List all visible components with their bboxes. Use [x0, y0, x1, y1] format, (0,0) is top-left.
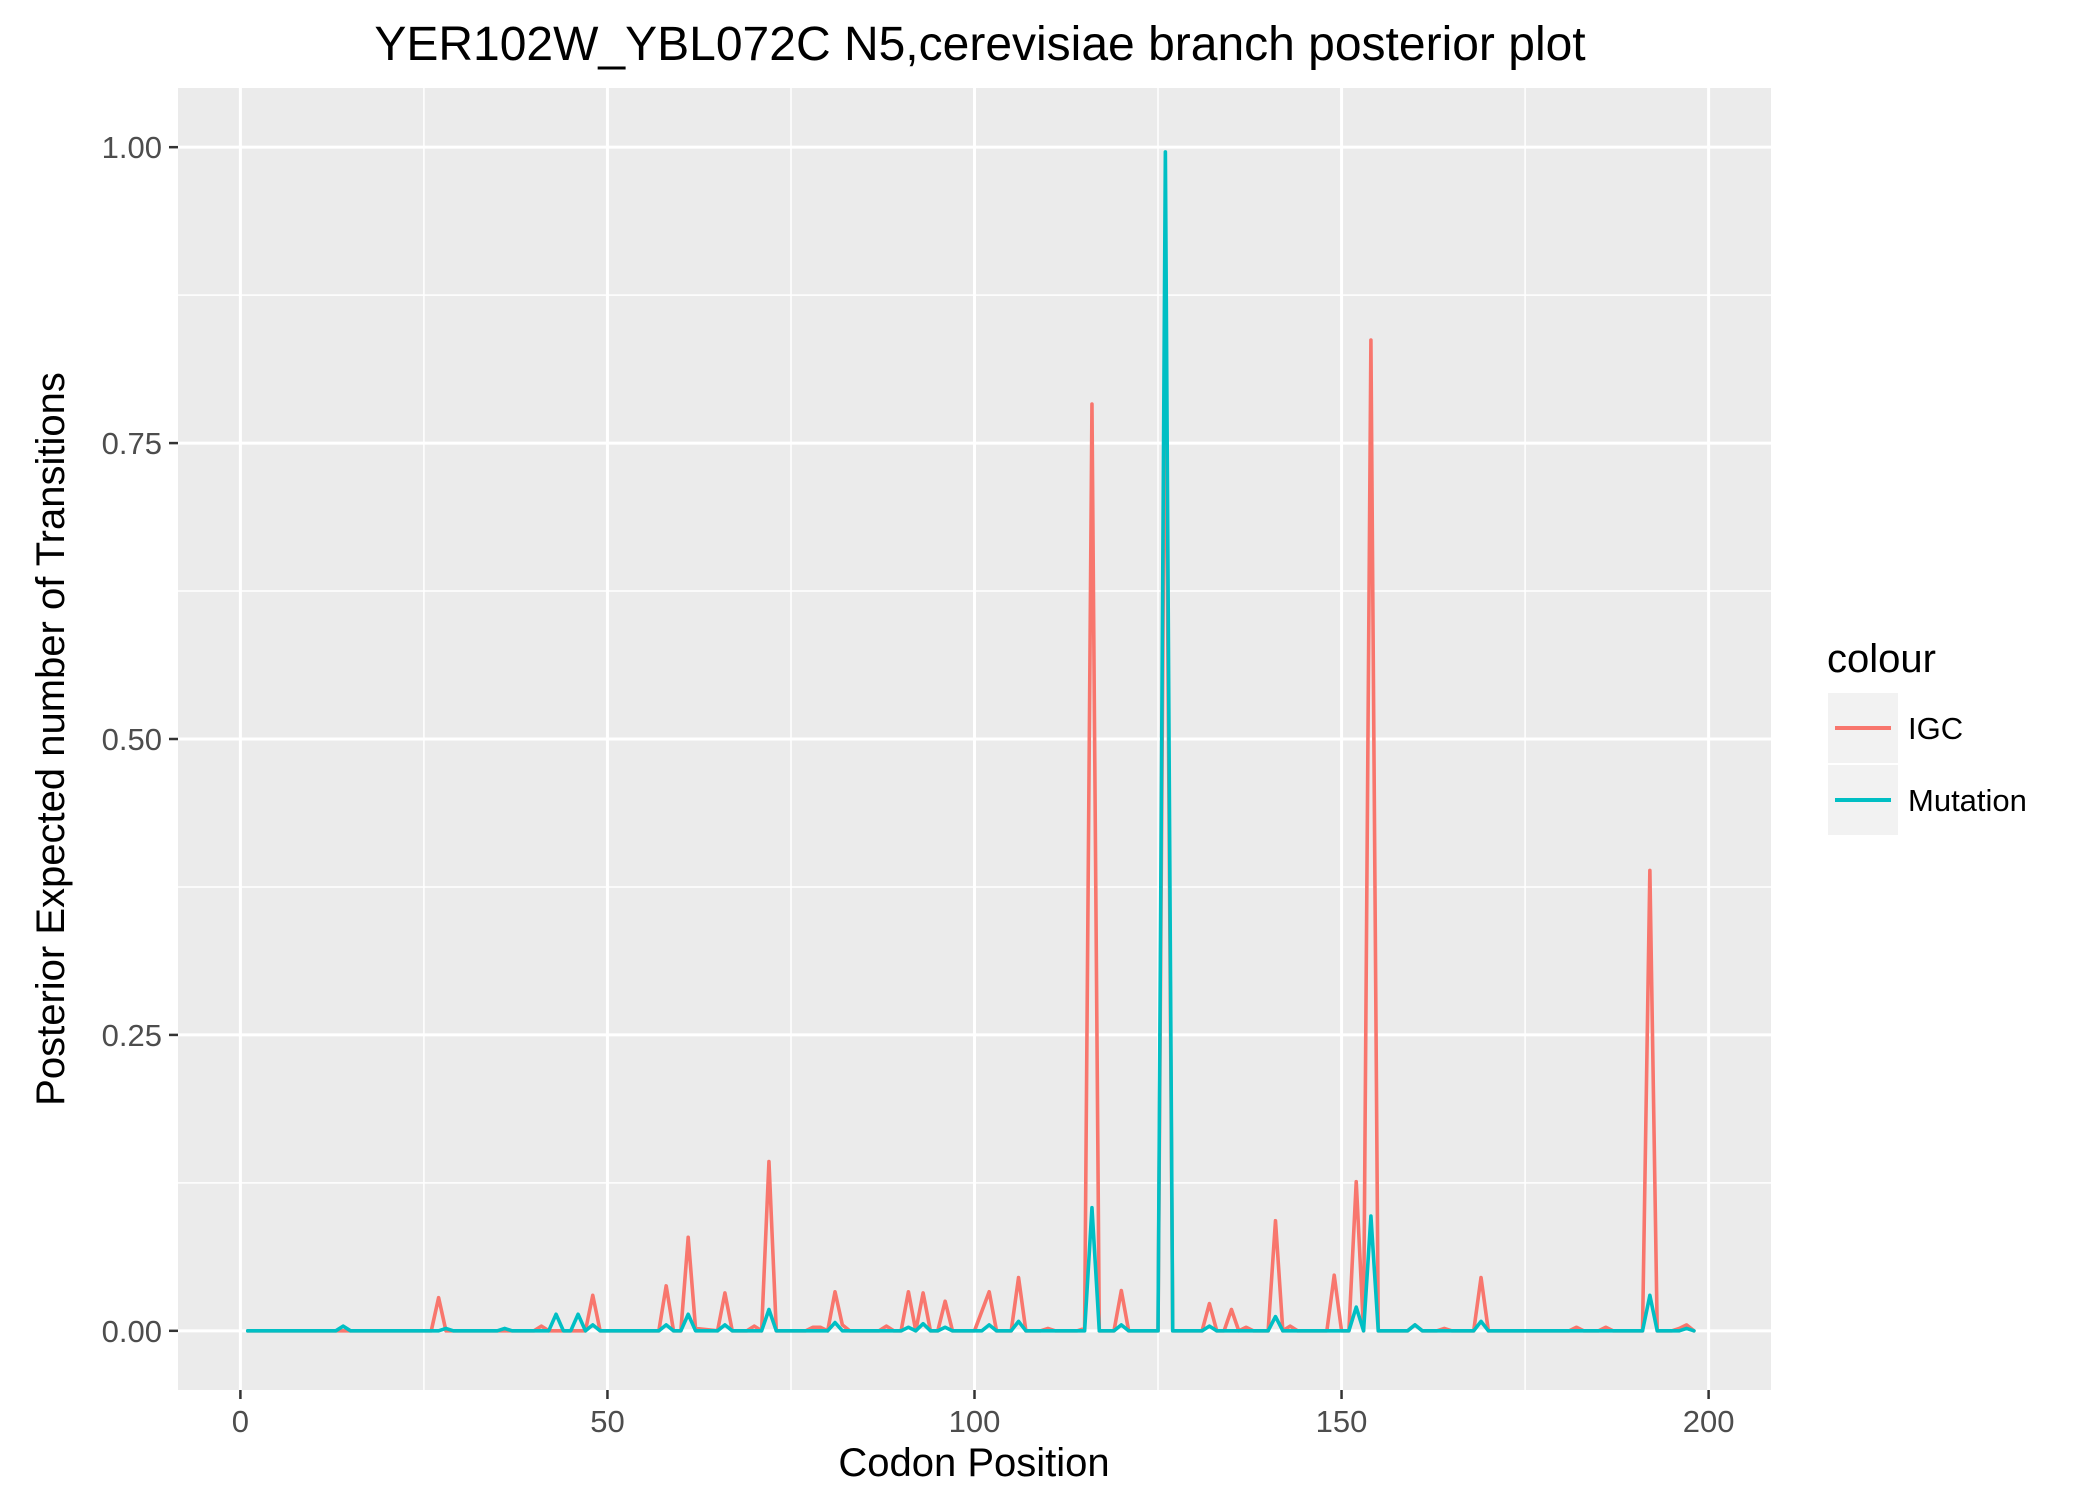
x-axis-title: Codon Position [838, 1441, 1109, 1485]
series-layer [245, 150, 1696, 1333]
x-tick-label: 50 [590, 1404, 624, 1439]
legend-item-igc: IGC [1828, 693, 1963, 763]
y-tick-label: 0.00 [102, 1314, 162, 1349]
y-tick-label: 0.75 [102, 426, 162, 461]
major-gridlines [178, 88, 1771, 1390]
x-tick-label: 100 [949, 1404, 1001, 1439]
series-line-mutation [245, 150, 1696, 1333]
y-tick-label: 0.25 [102, 1018, 162, 1053]
x-axis: 0 50 100 150 200 [232, 1390, 1735, 1439]
x-tick-label: 150 [1316, 1404, 1368, 1439]
chart-title: YER102W_YBL072C N5,cerevisiae branch pos… [374, 18, 1585, 71]
y-tick-label: 0.50 [102, 722, 162, 757]
y-axis-title: Posterior Expected number of Transitions [29, 372, 73, 1106]
legend-label-mutation: Mutation [1908, 783, 2027, 818]
legend: colour IGC Mutation [1827, 637, 2027, 835]
y-axis: 0.00 0.25 0.50 0.75 1.00 [102, 130, 178, 1349]
legend-label-igc: IGC [1908, 711, 1963, 746]
legend-title: colour [1827, 637, 1936, 681]
y-tick-label: 1.00 [102, 130, 162, 165]
x-tick-label: 0 [232, 1404, 249, 1439]
x-tick-label: 200 [1683, 1404, 1735, 1439]
legend-item-mutation: Mutation [1828, 765, 2027, 835]
